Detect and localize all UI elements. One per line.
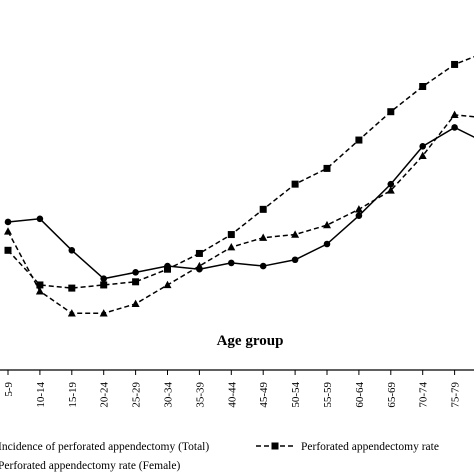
legend-label-rate: Perforated appendectomy rate [301,441,439,453]
data-point-square [451,60,459,68]
data-point-triangle [35,287,44,295]
data-point-triangle [163,280,172,289]
data-point-triangle [354,205,363,213]
series-line-1 [7,55,474,289]
x-tick-label: 40-44 [226,382,238,408]
data-point-circle [132,269,139,276]
x-tick-label: 20-24 [99,382,111,408]
data-point-square [259,205,267,213]
x-tick-label: 35-39 [194,382,206,408]
series-line-2 [7,114,474,315]
data-point-triangle [450,110,459,119]
data-point-square [132,278,140,286]
data-point-triangle [67,309,76,317]
data-point-circle [36,215,44,223]
data-point-circle [419,143,427,150]
x-tick-label: 65-69 [386,382,398,408]
data-point-triangle [195,261,204,270]
data-point-square [419,83,427,90]
data-point-circle [387,180,395,188]
x-axis-label: Age group [217,333,284,349]
legend-label-total: Incidence of perforated appendectomy (To… [0,441,209,453]
x-tick-label: 70-74 [418,382,430,408]
legend: Incidence of perforated appendectomy (To… [0,441,439,472]
data-point-triangle [323,220,331,229]
x-tick-label: 75-79 [450,382,462,408]
data-point-square [4,246,12,254]
data-point-triangle [386,186,395,194]
data-point-square [355,136,363,144]
data-point-circle [291,256,299,264]
data-point-square [227,231,235,239]
legend-marker-rate [271,442,279,450]
data-point-circle [4,218,12,226]
data-point-triangle [259,233,268,241]
data-point-circle [228,259,235,267]
data-point-circle [100,275,107,282]
x-tick-label: 45-49 [258,382,270,408]
x-tick-label: 30-34 [163,382,175,408]
series-line-0 [7,126,474,280]
data-point-circle [68,247,76,254]
data-point-circle [355,212,363,219]
data-point-triangle [4,227,12,235]
data-point-square [36,281,44,289]
plot-area [4,55,474,317]
x-tick-label: 60-64 [354,382,366,408]
x-tick-label: 10-14 [35,382,47,408]
x-tick-label: 15-19 [67,382,79,408]
data-point-square [195,249,203,257]
data-point-triangle [291,230,300,238]
data-point-triangle [418,151,427,159]
data-point-square [100,281,108,289]
data-point-triangle [99,309,108,317]
legend-item-total: Incidence of perforated appendectomy (To… [0,441,209,453]
data-point-square [68,284,76,292]
data-point-triangle [227,242,236,251]
x-tick-label: 5-9 [3,382,15,397]
legend-item-female: Perforated appendectomy rate (Female) [0,460,180,472]
x-tick-label: 55-59 [322,382,334,408]
x-tick-label: 50-54 [290,382,302,408]
data-point-circle [451,124,458,131]
legend-item-rate: Perforated appendectomy rate [256,441,439,453]
data-point-triangle [131,299,140,308]
data-point-square [164,265,171,273]
x-ticks: 5-9 10-14 15-19 20-24 25-29 30-34 35-39 40-44 45… [3,370,462,408]
legend-label-female: Perforated appendectomy rate (Female) [0,460,180,472]
x-tick-label: 25-29 [131,382,143,408]
data-point-circle [323,240,331,248]
data-point-circle [259,262,267,270]
data-point-square [323,164,331,172]
data-point-square [291,180,299,188]
data-point-square [387,108,395,116]
